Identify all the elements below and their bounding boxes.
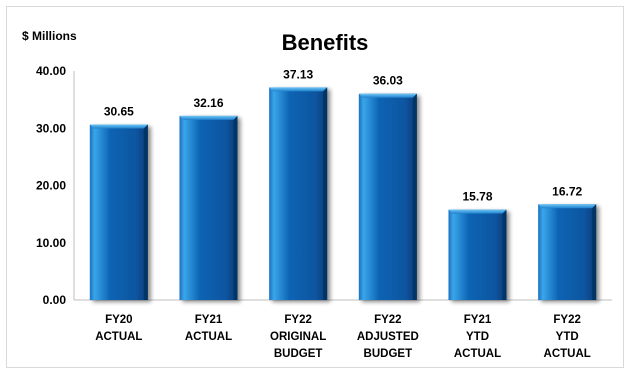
bar-top-bevel (179, 115, 238, 120)
y-tick-label: 10.00 (36, 236, 66, 250)
bar-top-bevel (358, 93, 417, 98)
bar (89, 124, 148, 300)
bar-side-bevel (323, 87, 328, 300)
data-label: 30.65 (104, 105, 134, 119)
data-label: 32.16 (193, 96, 223, 110)
x-tick-label: YTD (556, 331, 579, 343)
bar-body (538, 204, 597, 300)
bar (269, 87, 328, 300)
data-label: 37.13 (283, 67, 313, 81)
x-tick-label: FY22 (374, 314, 402, 326)
x-tick-label: ACTUAL (544, 348, 591, 360)
data-label: 16.72 (552, 184, 582, 198)
data-label: 36.03 (373, 74, 403, 88)
y-axis-label: $ Millions (22, 29, 77, 43)
bar-top-bevel (269, 87, 328, 92)
y-tick-label: 40.00 (36, 64, 66, 78)
bar-body (358, 93, 417, 301)
bar-top-bevel (538, 204, 597, 209)
bar-side-bevel (412, 93, 417, 301)
bar-side-bevel (592, 204, 597, 300)
x-tick-label: BUDGET (364, 348, 413, 360)
x-tick-label: FY21 (464, 314, 492, 326)
bar (179, 115, 238, 300)
bar (538, 204, 597, 300)
x-tick-label: ACTUAL (454, 348, 501, 360)
bar-body (179, 115, 238, 300)
y-tick-label: 20.00 (36, 179, 66, 193)
x-tick-label: BUDGET (274, 348, 323, 360)
x-tick-label: YTD (466, 331, 489, 343)
bar-side-bevel (502, 209, 507, 300)
bar-body (269, 87, 328, 300)
bar-top-bevel (89, 124, 148, 129)
y-tick-label: 0.00 (43, 293, 67, 307)
x-tick-label: FY20 (105, 314, 133, 326)
bar-side-bevel (143, 124, 148, 300)
x-tick-label: ORIGINAL (270, 331, 326, 343)
bar (358, 93, 417, 301)
x-tick-label: FY22 (553, 314, 581, 326)
bar-top-bevel (448, 209, 507, 214)
x-tick-label: FY21 (195, 314, 223, 326)
bar-side-bevel (233, 115, 238, 300)
y-tick-label: 30.00 (36, 121, 66, 135)
bar-body (448, 209, 507, 300)
x-tick-label: FY22 (284, 314, 312, 326)
bar-body (89, 124, 148, 300)
x-tick-label: ACTUAL (185, 331, 232, 343)
x-tick-label: ACTUAL (95, 331, 142, 343)
bar (448, 209, 507, 300)
chart-title: Benefits (282, 30, 369, 55)
data-label: 15.78 (462, 190, 492, 204)
x-tick-label: ADJUSTED (357, 331, 419, 343)
